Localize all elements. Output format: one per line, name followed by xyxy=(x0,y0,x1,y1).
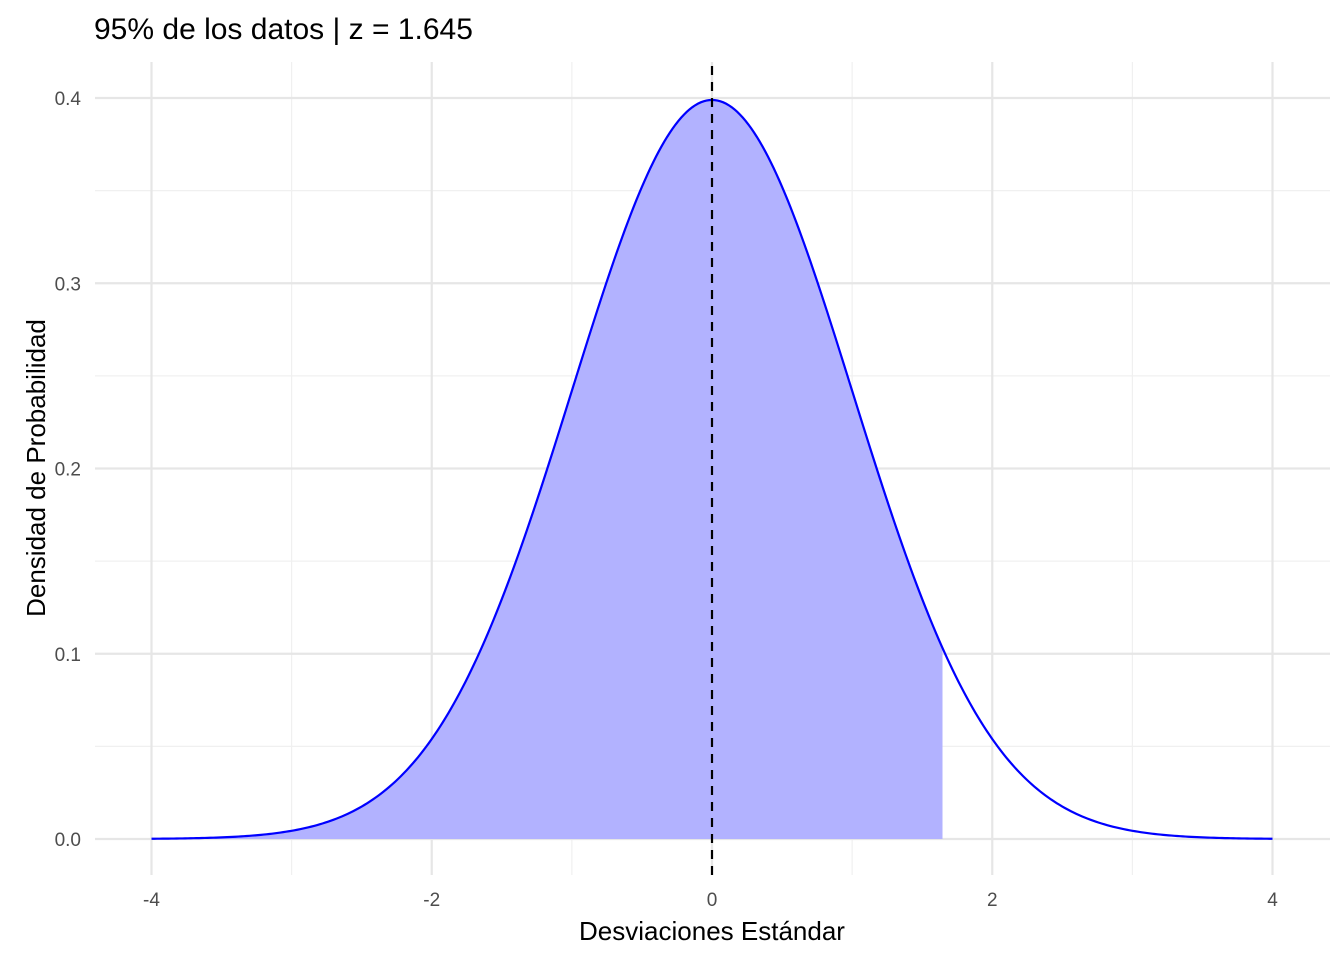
x-tick-label: 0 xyxy=(707,890,718,911)
x-tick-label: 4 xyxy=(1267,890,1278,911)
y-axis-title: Densidad de Probabilidad xyxy=(21,319,51,617)
y-tick-label: 0.0 xyxy=(55,830,81,851)
x-tick-label: -4 xyxy=(143,890,160,911)
y-tick-label: 0.4 xyxy=(55,89,82,110)
y-tick-label: 0.1 xyxy=(55,645,81,666)
x-tick-label: 2 xyxy=(987,890,998,911)
shaded-area-layer xyxy=(151,99,943,840)
x-axis-title: Desviaciones Estándar xyxy=(579,916,845,946)
y-tick-label: 0.2 xyxy=(55,460,81,481)
x-tick-label: -2 xyxy=(423,890,440,911)
y-axis-tick-labels: 0.0 0.1 0.2 0.3 0.4 xyxy=(55,89,82,851)
shaded-area xyxy=(151,99,943,840)
chart-title: 95% de los datos | z = 1.645 xyxy=(94,13,473,46)
x-axis-tick-labels: -4 -2 0 2 4 xyxy=(143,890,1278,911)
y-tick-label: 0.3 xyxy=(55,274,81,295)
